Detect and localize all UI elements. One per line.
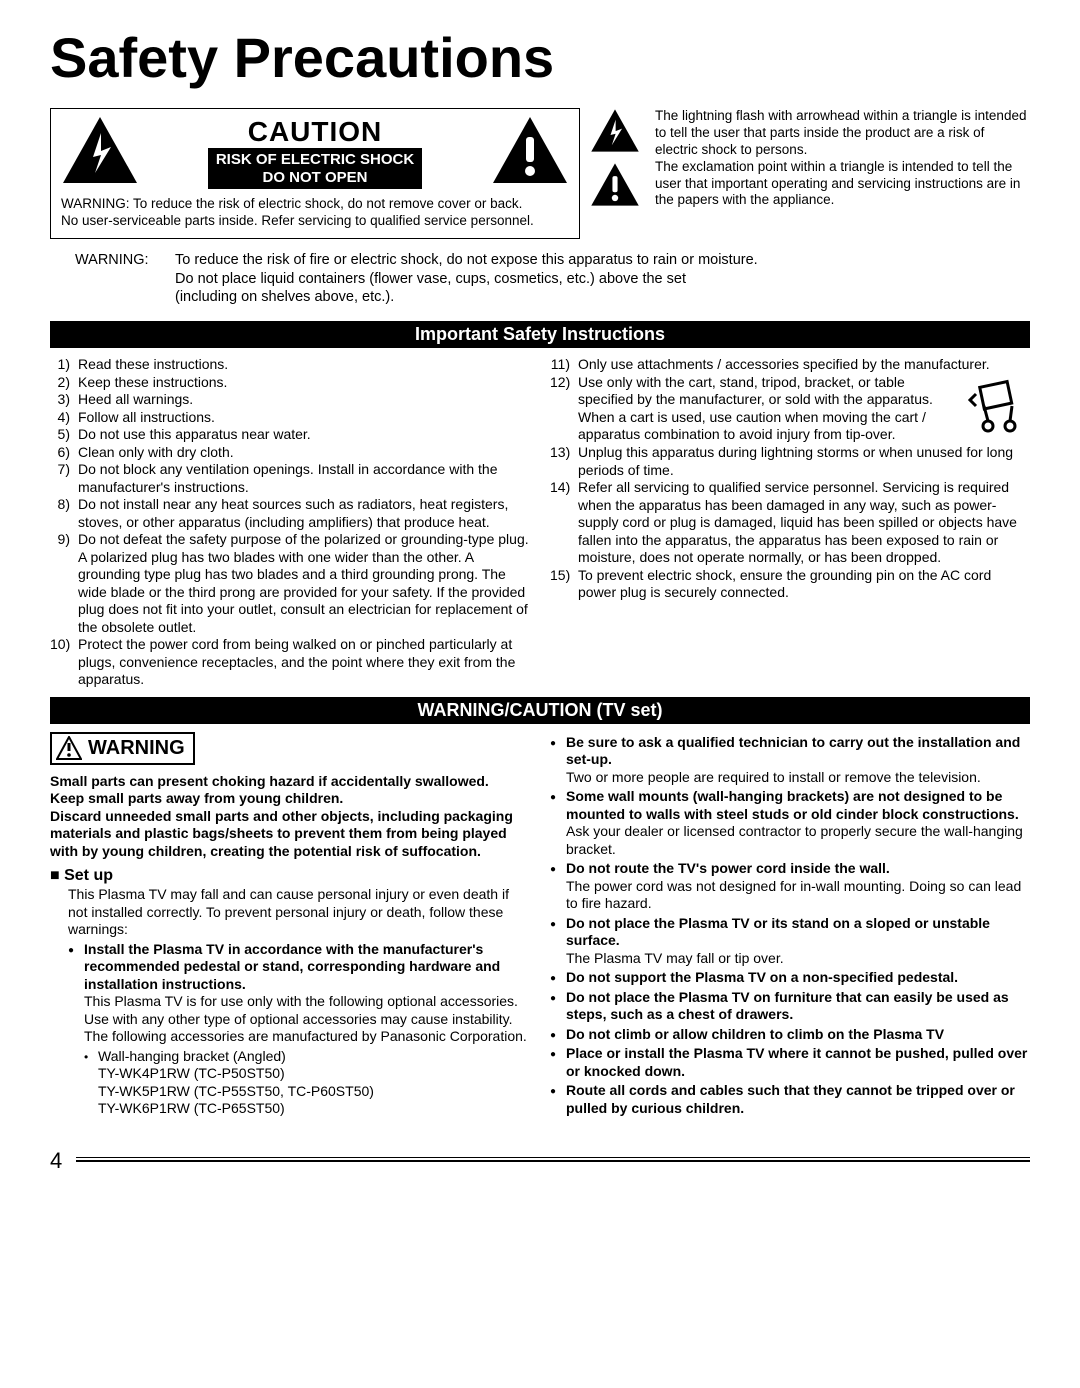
safety-item: 9)Do not defeat the safety purpose of th… — [50, 531, 530, 636]
bolt-explanation: The lightning flash with arrowhead withi… — [655, 108, 1030, 159]
safety-item: 8)Do not install near any heat sources s… — [50, 496, 530, 531]
bullet-item: Do not place the Plasma TV on furniture … — [550, 989, 1030, 1024]
safety-item: 15)To prevent electric shock, ensure the… — [550, 567, 1030, 602]
safety-item: 13)Unplug this apparatus during lightnin… — [550, 444, 1030, 479]
page-title: Safety Precautions — [50, 25, 1030, 90]
page-footer: 4 — [50, 1148, 1030, 1174]
bullet-item: Do not route the TV's power cord inside … — [550, 860, 1030, 913]
safety-item: 7)Do not block any ventilation openings.… — [50, 461, 530, 496]
warning-triangle-icon — [56, 736, 82, 760]
safety-item: 12)Use only with the cart, stand, tripod… — [550, 374, 1030, 445]
safety-item: 5)Do not use this apparatus near water. — [50, 426, 530, 444]
safety-item: 6)Clean only with dry cloth. — [50, 444, 530, 462]
tv-warning-header: WARNING/CAUTION (TV set) — [50, 697, 1030, 724]
symbol-explanations: The lightning flash with arrowhead withi… — [655, 108, 1030, 209]
warning-box: WARNING — [50, 732, 195, 765]
cart-tip-icon — [968, 376, 1028, 441]
safety-item: 14)Refer all servicing to qualified serv… — [550, 479, 1030, 567]
setup-heading: ■ Set up — [50, 866, 530, 886]
bolt-triangle-small-icon — [590, 108, 645, 158]
safety-instructions-header: Important Safety Instructions — [50, 321, 1030, 348]
warning-label: WARNING: — [75, 251, 165, 308]
bullet-item: Route all cords and cables such that the… — [550, 1082, 1030, 1117]
warning-box-text: WARNING — [88, 736, 185, 761]
safety-item: 3)Heed all warnings. — [50, 391, 530, 409]
caution-note: WARNING: To reduce the risk of electric … — [61, 196, 569, 230]
safety-item: 2)Keep these instructions. — [50, 374, 530, 392]
warning-body: To reduce the risk of fire or electric s… — [175, 251, 758, 308]
exclamation-triangle-small-icon — [590, 162, 645, 212]
tv-warning-section: WARNING Small parts can present choking … — [50, 732, 1030, 1118]
caution-bar: RISK OF ELECTRIC SHOCK DO NOT OPEN — [208, 148, 422, 189]
setup-intro: This Plasma TV may fall and can cause pe… — [68, 886, 530, 939]
page-number: 4 — [50, 1148, 62, 1174]
bullet-item: Install the Plasma TV in accordance with… — [68, 941, 530, 1118]
caution-box: CAUTION RISK OF ELECTRIC SHOCK DO NOT OP… — [50, 108, 580, 239]
safety-item: 4)Follow all instructions. — [50, 409, 530, 427]
bolt-triangle-icon — [61, 115, 139, 190]
safety-item: 10)Protect the power cord from being wal… — [50, 636, 530, 689]
safety-instructions-list: 1)Read these instructions.2)Keep these i… — [50, 356, 1030, 689]
caution-heading: CAUTION — [139, 116, 491, 148]
bullet-item: Place or install the Plasma TV where it … — [550, 1045, 1030, 1080]
bullet-item: Do not climb or allow children to climb … — [550, 1026, 1030, 1044]
excl-explanation: The exclamation point within a triangle … — [655, 159, 1030, 210]
exclamation-triangle-icon — [491, 115, 569, 190]
bullet-item: Do not place the Plasma TV or its stand … — [550, 915, 1030, 968]
safety-item: 11)Only use attachments / accessories sp… — [550, 356, 1030, 374]
choking-warning: Small parts can present choking hazard i… — [50, 773, 530, 861]
bullet-item: Be sure to ask a qualified technician to… — [550, 734, 1030, 787]
bullet-item: Some wall mounts (wall-hanging brackets)… — [550, 788, 1030, 858]
moisture-warning: WARNING: To reduce the risk of fire or e… — [75, 251, 1005, 308]
bullet-item: Do not support the Plasma TV on a non-sp… — [550, 969, 1030, 987]
safety-item: 1)Read these instructions. — [50, 356, 530, 374]
caution-section: CAUTION RISK OF ELECTRIC SHOCK DO NOT OP… — [50, 108, 1030, 239]
